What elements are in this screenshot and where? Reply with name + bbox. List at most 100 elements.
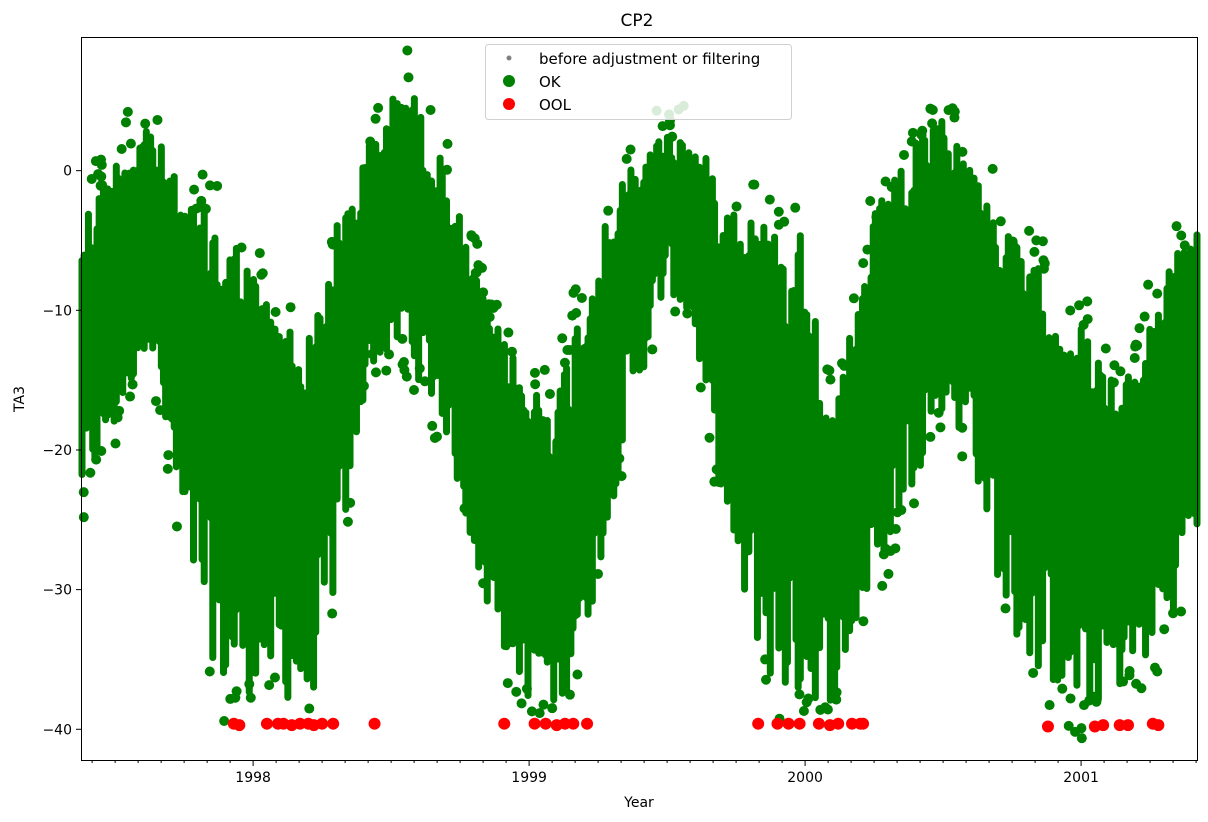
legend-label-ok: OK xyxy=(539,73,562,91)
ok-point xyxy=(667,131,678,142)
ok-point xyxy=(1082,296,1093,307)
ok-point xyxy=(78,487,89,498)
ool-point xyxy=(498,717,511,730)
ok-point xyxy=(419,376,430,387)
ok-point xyxy=(225,693,236,704)
ok-point xyxy=(871,211,882,222)
ok-point xyxy=(530,379,541,390)
ok-point xyxy=(890,523,901,534)
ool-point xyxy=(812,717,825,730)
ok-point xyxy=(564,689,575,700)
ok-point xyxy=(244,679,255,690)
ok-point xyxy=(1124,666,1135,677)
ok-point xyxy=(478,578,489,589)
ok-point xyxy=(1143,279,1154,290)
x-tick-label: 1999 xyxy=(511,770,547,786)
y-axis: 0 −10 −20 −30 −40 xyxy=(42,164,82,738)
ok-point xyxy=(557,333,568,344)
chart-title: CP2 xyxy=(621,11,654,31)
ok-point xyxy=(122,106,133,117)
ool-point xyxy=(528,717,541,730)
ok-point xyxy=(995,216,1006,227)
ok-point xyxy=(899,149,910,160)
ok-point xyxy=(927,118,938,129)
ool-point xyxy=(1122,719,1135,732)
ool-point xyxy=(752,717,765,730)
ok-point xyxy=(162,463,173,474)
ok-point xyxy=(125,138,136,149)
ok-point xyxy=(163,450,174,461)
ok-point xyxy=(342,516,353,527)
ok-point xyxy=(1057,683,1068,694)
ok-point xyxy=(1074,300,1085,311)
ok-point xyxy=(1087,694,1098,705)
ok-point xyxy=(231,686,242,697)
x-tick-label: 2001 xyxy=(1063,770,1099,786)
ok-point xyxy=(285,302,296,313)
ok-point xyxy=(682,308,693,319)
ool-point xyxy=(771,717,784,730)
ok-point xyxy=(957,146,968,157)
ok-point xyxy=(695,382,706,393)
ok-point xyxy=(219,716,230,727)
ok-point xyxy=(559,357,570,368)
ok-point xyxy=(91,454,102,465)
ok-point xyxy=(432,431,443,442)
ok-point xyxy=(603,205,614,216)
ok-point xyxy=(358,380,369,391)
ok-point xyxy=(236,242,247,253)
ok-point xyxy=(85,467,96,478)
ok-point xyxy=(933,407,944,418)
ok-point xyxy=(779,216,790,227)
ool-point xyxy=(294,717,307,730)
ok-point xyxy=(647,344,658,355)
ok-point xyxy=(1082,314,1093,325)
ok-point xyxy=(484,311,495,322)
ok-point xyxy=(1118,676,1129,687)
ok-point xyxy=(397,333,408,344)
ok-point xyxy=(886,181,897,192)
plot-frame xyxy=(81,37,1198,761)
ok-point xyxy=(1108,377,1119,388)
ok-point xyxy=(614,453,625,464)
ok-point xyxy=(1079,700,1090,711)
ok-point xyxy=(1000,603,1011,614)
ok-point xyxy=(270,307,281,318)
ok-point xyxy=(1176,606,1187,617)
legend-box xyxy=(485,44,792,120)
ok-point xyxy=(1171,221,1182,232)
ok-point xyxy=(831,694,842,705)
series-ok xyxy=(78,45,1201,744)
ok-point xyxy=(1152,288,1163,299)
ok-point xyxy=(749,179,760,190)
ok-point xyxy=(304,703,315,714)
ok-point xyxy=(95,180,106,191)
ok-point xyxy=(1044,700,1055,711)
ok-point xyxy=(831,687,842,698)
ok-point xyxy=(711,464,722,475)
ool-point xyxy=(316,717,329,730)
ok-point xyxy=(625,144,636,155)
ok-point xyxy=(120,117,131,128)
ok-point xyxy=(506,346,517,357)
ool-point xyxy=(233,719,246,732)
ok-point xyxy=(925,431,936,442)
ok-point xyxy=(379,339,390,350)
ok-point xyxy=(78,512,89,523)
x-tick-label: 2000 xyxy=(787,770,823,786)
ok-point xyxy=(478,287,489,298)
ok-point xyxy=(572,669,583,680)
ok-point xyxy=(562,344,573,355)
ool-point xyxy=(567,717,580,730)
ok-point xyxy=(264,680,275,691)
ok-point xyxy=(1179,240,1190,251)
ok-point xyxy=(205,180,216,191)
ok-point xyxy=(927,105,938,116)
ok-point xyxy=(947,103,958,114)
ok-point xyxy=(526,706,537,717)
ok-point xyxy=(194,202,205,213)
ok-point xyxy=(616,471,627,482)
ok-point xyxy=(96,159,107,170)
ok-point xyxy=(502,678,513,689)
ok-point xyxy=(798,706,809,717)
